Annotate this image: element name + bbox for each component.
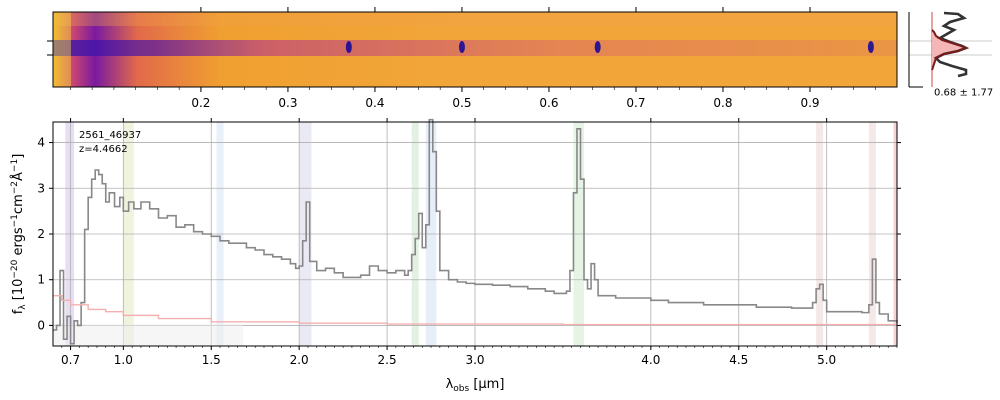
emission-line-blob: [458, 41, 465, 53]
spectrum-2d-upper-band: [53, 12, 897, 26]
emission-line-blob: [345, 41, 352, 53]
x-tick-label: 5.0: [817, 353, 836, 367]
y-axis: 0 1 2 3 4: [37, 136, 901, 332]
x-axis: 0.7 1.0 1.5 2.0 2.5 3.0 4.0 4.5 5.0: [61, 118, 898, 367]
y-axis-title: fλ [10−20 ergs−1cm−2Å−1]: [10, 154, 28, 315]
profile-panel: 0.68 ± 1.77: [908, 11, 993, 98]
top-axis-tick-label: 0.5: [452, 96, 471, 110]
emission-line-blob: [867, 41, 874, 53]
x-tick-label: 0.7: [61, 353, 80, 367]
top-axis-tick-label: 0.2: [191, 96, 210, 110]
x-tick-label: 1.5: [202, 353, 221, 367]
profile-line-data: [931, 29, 969, 71]
top-axis-tick-label: 0.9: [800, 96, 819, 110]
series-layer: [53, 118, 898, 345]
y-tick-label: 3: [37, 181, 45, 195]
object-id-label: 2561_46937: [79, 130, 141, 141]
x-tick-label: 1.0: [114, 353, 133, 367]
y-tick-label: 4: [37, 136, 45, 150]
error-series-line: [53, 295, 897, 326]
zero-band: [53, 324, 243, 346]
spectrum-1d-panel: 0.7 1.0 1.5 2.0 2.5 3.0 4.0 4.5 5.0 0 1 2 3 4 2561_4…: [10, 118, 901, 394]
y-tick-label: 1: [37, 273, 45, 287]
emission-line-blob: [594, 41, 601, 53]
grid-lines: [53, 122, 897, 346]
x-tick-label: 2.0: [290, 353, 309, 367]
y-tick-label: 0: [37, 318, 45, 332]
spectrum-2d-panel: 0.2 0.3 0.4 0.5 0.6 0.7 0.8 0.9: [47, 7, 898, 110]
x-tick-label: 4.5: [729, 353, 748, 367]
spectrum-2d-trace: [53, 40, 897, 56]
profile-fill: [932, 30, 966, 70]
x-tick-label: 2.5: [378, 353, 397, 367]
profile-annotation: 0.68 ± 1.77: [934, 87, 993, 98]
top-axis-tick-label: 0.6: [539, 96, 558, 110]
spectrum-2d-frame: [52, 11, 898, 88]
flux-series-line: [53, 118, 898, 345]
spectrum-2d-top-ticks: 0.2 0.3 0.4 0.5 0.6 0.7 0.8 0.9: [70, 7, 876, 110]
top-axis-tick-label: 0.4: [365, 96, 384, 110]
x-tick-label: 4.0: [641, 353, 660, 367]
y-tick-label: 2: [37, 227, 45, 241]
x-axis-title: λobs [μm]: [446, 377, 505, 394]
spectrum-2d-edge: [53, 12, 71, 87]
x-tick-label: 3.0: [465, 353, 484, 367]
top-axis-tick-label: 0.8: [713, 96, 732, 110]
top-axis-tick-label: 0.3: [278, 96, 297, 110]
top-axis-tick-label: 0.7: [626, 96, 645, 110]
spectrum-2d-emission-lines: [345, 41, 874, 53]
redshift-label: z=4.4662: [79, 144, 128, 155]
